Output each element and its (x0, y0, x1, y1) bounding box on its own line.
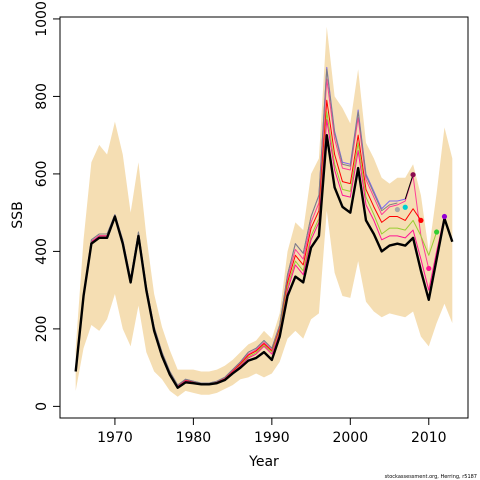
x-axis-title: Year (248, 454, 279, 470)
y-tick-label-800: 800 (34, 83, 50, 110)
series-line-7 (404, 174, 414, 200)
x-tick-label-1980: 1980 (176, 430, 212, 446)
y-tick-label-600: 600 (34, 161, 50, 188)
series-end-point-1 (402, 204, 408, 210)
series-layer (74, 66, 454, 389)
y-axis-title: SSB (10, 201, 26, 228)
y-tick-label-200: 200 (34, 316, 50, 343)
series-line-8 (74, 133, 454, 389)
source-credit: stockassessment.org, Herring, r5187 (385, 474, 477, 480)
series-endpoint-markers (394, 172, 448, 272)
x-axis: 1970 1980 1990 2000 2010 (97, 417, 447, 446)
y-tick-label-1000: 1000 (34, 1, 50, 37)
series-end-point-5 (441, 213, 448, 220)
x-tick-label-2000: 2000 (332, 430, 368, 446)
y-tick-label-0: 0 (34, 402, 50, 411)
x-tick-label-1990: 1990 (254, 430, 290, 446)
series-end-point-7 (410, 172, 416, 178)
series-end-point-6 (394, 206, 400, 213)
series-end-point-4 (434, 229, 440, 235)
y-axis: 0 200 400 600 800 1000 (34, 1, 61, 411)
x-tick-label-2010: 2010 (411, 430, 447, 446)
x-tick-label-1970: 1970 (97, 430, 133, 446)
series-end-point-2 (426, 265, 432, 272)
series-end-point-3 (418, 217, 424, 224)
y-tick-label-400: 400 (34, 238, 50, 265)
